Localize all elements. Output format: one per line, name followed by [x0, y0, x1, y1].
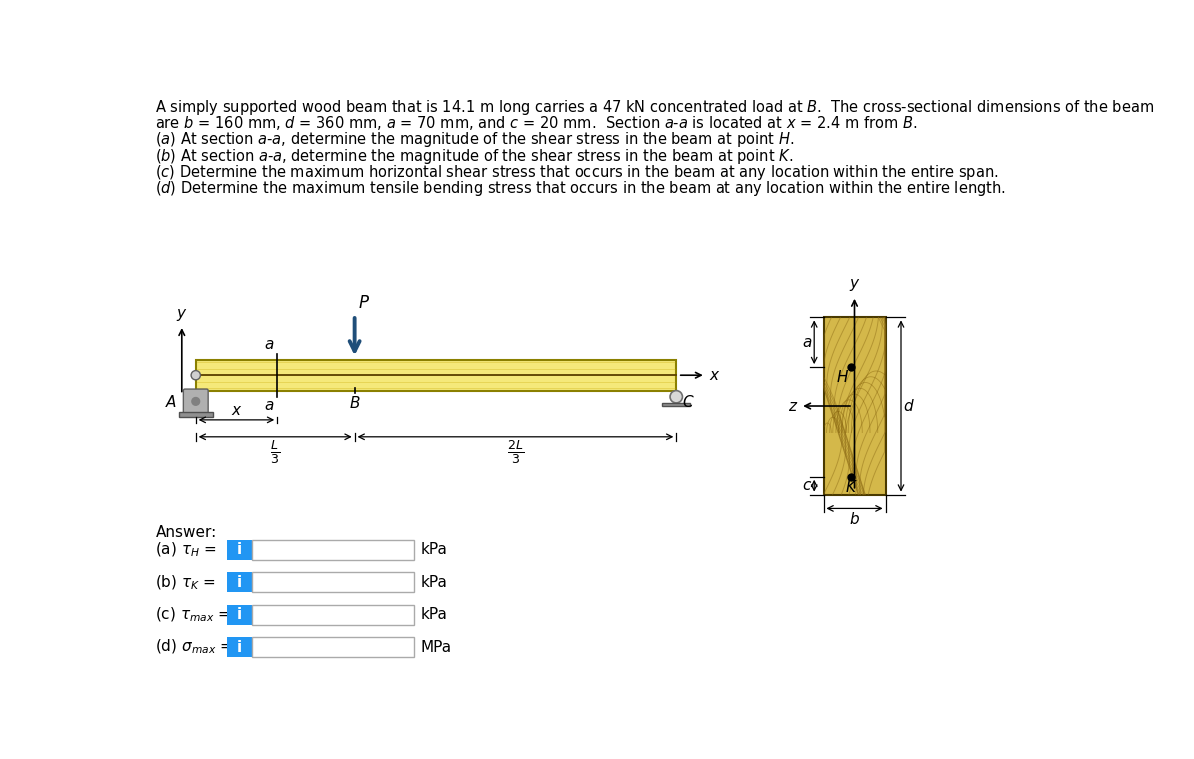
Text: i: i [236, 575, 241, 590]
Text: $y$: $y$ [176, 307, 187, 323]
Text: $x$: $x$ [709, 367, 720, 383]
Text: ($b$) At section $a$-$a$, determine the magnitude of the shear stress in the bea: ($b$) At section $a$-$a$, determine the … [155, 146, 794, 165]
Text: MPa: MPa [420, 640, 451, 654]
Text: ($a$) At section $a$-$a$, determine the magnitude of the shear stress in the bea: ($a$) At section $a$-$a$, determine the … [155, 131, 795, 150]
Text: $y$: $y$ [849, 277, 861, 293]
Bar [252, 572, 414, 592]
Text: i: i [236, 543, 241, 558]
Text: $a$: $a$ [264, 398, 275, 414]
Text: $\frac{L}{3}$: $\frac{L}{3}$ [270, 439, 281, 466]
Text: $c$: $c$ [801, 478, 812, 493]
Text: $b$: $b$ [849, 511, 860, 527]
Text: A simply supported wood beam that is 14.1 m long carries a 47 kN concentrated lo: A simply supported wood beam that is 14.… [155, 98, 1155, 117]
Text: (b) $\tau_K$ =: (b) $\tau_K$ = [155, 573, 216, 591]
Bar [227, 572, 252, 592]
Text: $a$: $a$ [264, 337, 275, 352]
Bar [252, 540, 414, 560]
Bar [824, 317, 886, 495]
Text: (d) $\sigma_{max}$ =: (d) $\sigma_{max}$ = [155, 638, 233, 657]
Circle shape [670, 391, 683, 403]
Text: kPa: kPa [420, 543, 448, 558]
Bar [227, 540, 252, 560]
Text: i: i [236, 640, 241, 654]
Text: $\frac{2L}{3}$: $\frac{2L}{3}$ [507, 439, 524, 466]
Bar [179, 412, 213, 417]
Bar [252, 605, 414, 625]
Text: $C$: $C$ [683, 394, 695, 410]
Text: (c) $\tau_{max}$ =: (c) $\tau_{max}$ = [155, 606, 232, 624]
Bar [252, 637, 414, 657]
Text: $z$: $z$ [788, 398, 798, 414]
Text: Answer:: Answer: [155, 525, 216, 540]
Text: (a) $\tau_H$ =: (a) $\tau_H$ = [155, 541, 217, 559]
Text: $H$: $H$ [836, 370, 849, 386]
Bar [196, 360, 676, 391]
Text: $K$: $K$ [845, 479, 858, 495]
Text: $P$: $P$ [358, 294, 370, 312]
Text: kPa: kPa [420, 607, 448, 622]
Circle shape [191, 370, 201, 380]
Bar [227, 605, 252, 625]
Text: $d$: $d$ [904, 398, 915, 414]
Text: are $b$ = 160 mm, $d$ = 360 mm, $a$ = 70 mm, and $c$ = 20 mm.  Section $a$-$a$ i: are $b$ = 160 mm, $d$ = 360 mm, $a$ = 70… [155, 114, 918, 132]
Text: $B$: $B$ [349, 395, 361, 411]
Circle shape [192, 398, 199, 405]
Text: $a$: $a$ [801, 335, 812, 350]
Text: ($c$) Determine the maximum horizontal shear stress that occurs in the beam at a: ($c$) Determine the maximum horizontal s… [155, 162, 999, 181]
Text: kPa: kPa [420, 575, 448, 590]
Text: $A$: $A$ [165, 394, 177, 410]
Text: ($d$) Determine the maximum tensile bending stress that occurs in the beam at an: ($d$) Determine the maximum tensile bend… [155, 179, 1007, 198]
Bar [227, 637, 252, 657]
Text: i: i [236, 607, 241, 622]
FancyBboxPatch shape [184, 389, 208, 414]
Bar [663, 403, 690, 406]
Text: $x$: $x$ [230, 402, 242, 417]
